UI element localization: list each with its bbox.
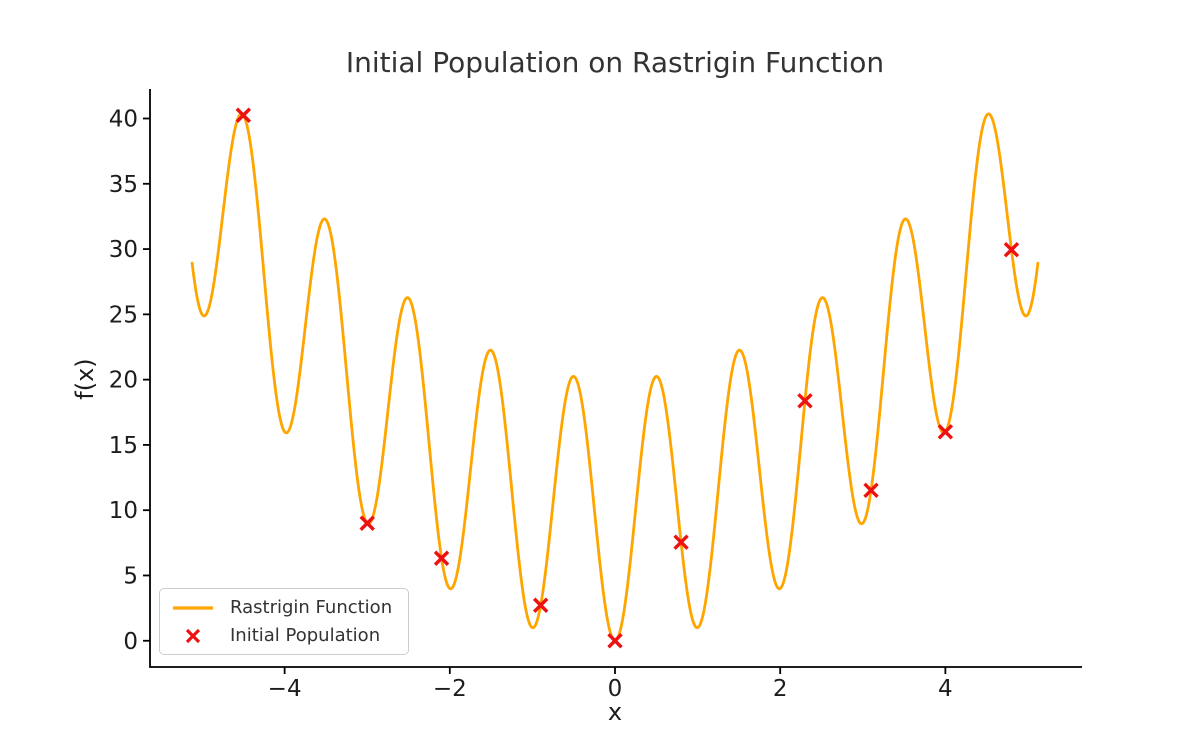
x-axis-label: x	[607, 698, 623, 726]
x-tick-label: 4	[938, 676, 953, 702]
legend-label-rastrigin-function: Rastrigin Function	[230, 597, 393, 618]
legend-label-initial-population: Initial Population	[230, 625, 381, 646]
legend-item-rastrigin-function: Rastrigin Function	[170, 597, 392, 618]
y-axis-label: f(x)	[71, 358, 99, 400]
x-tick-label: 2	[773, 676, 788, 702]
y-tick-label: 30	[109, 237, 138, 263]
y-tick-label: 25	[109, 302, 138, 328]
population-marker	[673, 534, 689, 550]
rastrigin-curve	[190, 112, 1040, 643]
x-tick-label: −4	[268, 676, 302, 702]
y-tick-label: 20	[109, 368, 138, 394]
population-marker	[607, 633, 623, 649]
population-marker	[863, 482, 879, 499]
y-tick-label: 0	[123, 629, 138, 655]
y-tick-label: 35	[109, 172, 138, 198]
y-tick-label: 10	[109, 498, 138, 524]
y-tick-label: 15	[109, 433, 138, 459]
chart-title: Initial Population on Rastrigin Function	[345, 46, 885, 79]
y-tick-label: 40	[109, 107, 138, 133]
legend-item-initial-population: Initial Population	[170, 625, 392, 646]
population-marker	[532, 597, 549, 613]
legend-line-sample-icon	[173, 605, 213, 610]
x-tick-label: 0	[608, 676, 623, 702]
legend: Rastrigin Function Initial Population	[159, 588, 410, 655]
population-marker	[359, 515, 375, 531]
population-marker	[433, 550, 450, 566]
population-marker	[797, 393, 813, 409]
legend-x-marker-icon	[185, 628, 201, 643]
y-tick-label: 5	[123, 563, 138, 589]
population-marker	[235, 107, 252, 123]
population-marker	[937, 424, 954, 440]
population-marker	[1003, 242, 1020, 258]
x-tick-label: −2	[433, 676, 467, 702]
